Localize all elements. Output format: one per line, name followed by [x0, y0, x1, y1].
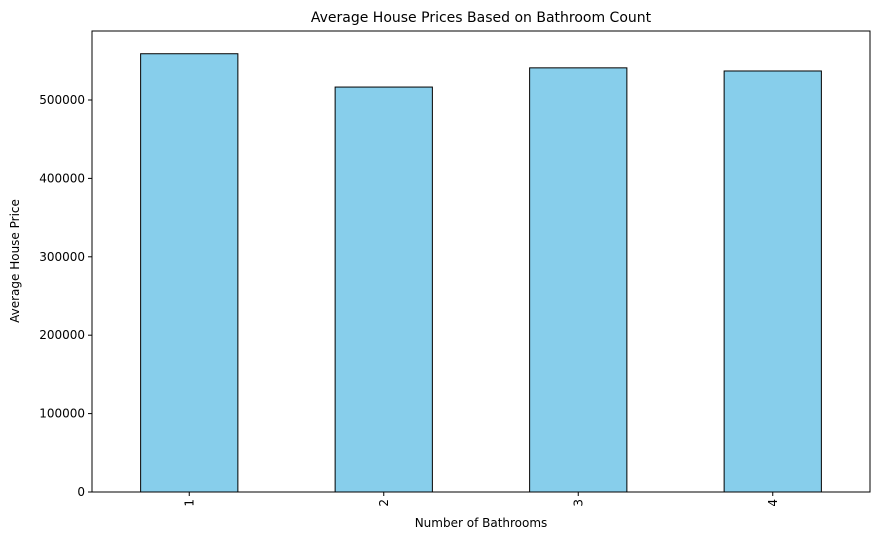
x-tick-label: 1	[182, 499, 196, 507]
bar-1	[140, 53, 239, 493]
bar-4	[723, 70, 822, 493]
y-tick-label: 100000	[39, 407, 85, 421]
y-tick-label: 400000	[39, 171, 85, 185]
y-tick-label: 500000	[39, 93, 85, 107]
x-tick-label: 3	[571, 499, 585, 507]
y-tick-label: 300000	[39, 250, 85, 264]
bar-3	[529, 67, 628, 493]
y-axis: 0 100000 200000 300000 400000 500000	[39, 93, 92, 499]
bars	[140, 53, 822, 493]
plot-frame	[91, 30, 871, 493]
x-axis: 1 2 3 4	[182, 492, 780, 507]
y-tick-label: 0	[77, 485, 85, 499]
x-tick-label: 2	[377, 499, 391, 507]
bar-2	[334, 86, 433, 493]
chart-title: Average House Prices Based on Bathroom C…	[311, 10, 652, 26]
x-axis-label: Number of Bathrooms	[415, 516, 548, 530]
y-axis-label: Average House Price	[8, 199, 22, 323]
y-tick-label: 200000	[39, 328, 85, 342]
x-tick-label: 4	[766, 499, 780, 507]
